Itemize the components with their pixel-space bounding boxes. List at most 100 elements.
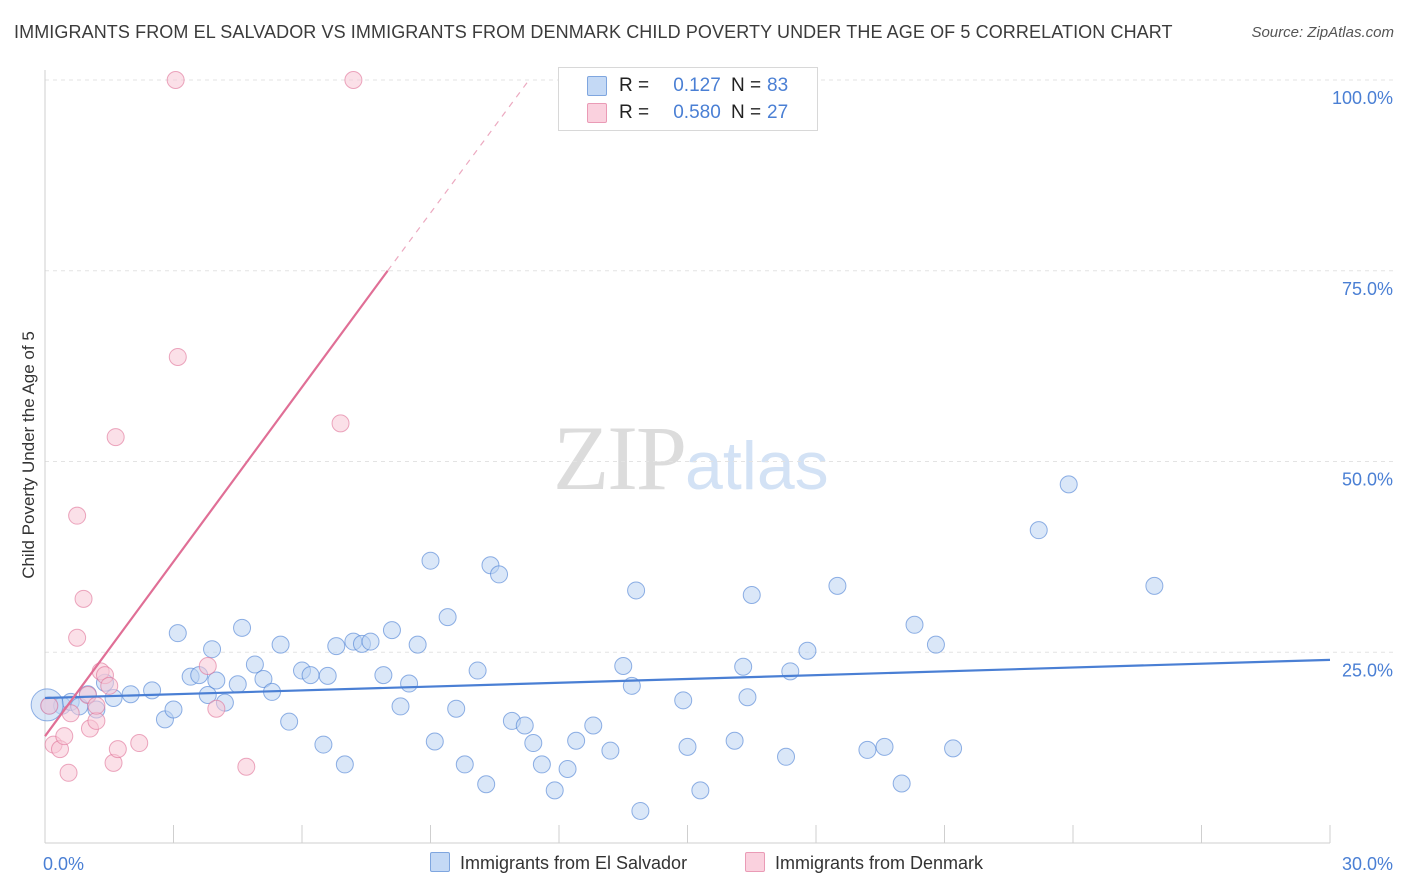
data-point-el-salvador	[207, 671, 226, 690]
data-point-el-salvador	[468, 661, 487, 680]
data-point-el-salvador	[584, 716, 603, 735]
legend-r-value: 0.580	[673, 102, 721, 123]
chart-title: IMMIGRANTS FROM EL SALVADOR VS IMMIGRANT…	[14, 22, 1173, 42]
data-point-el-salvador	[408, 635, 427, 654]
data-point-denmark	[87, 696, 106, 715]
data-point-el-salvador	[425, 732, 444, 751]
bottom-legend-swatch-denmark	[745, 852, 765, 872]
data-point-denmark	[344, 71, 363, 89]
data-point-denmark	[108, 740, 127, 759]
data-point-el-salvador	[477, 775, 496, 794]
data-point-el-salvador	[438, 608, 457, 627]
trend-line-el-salvador	[44, 658, 1331, 700]
data-point-el-salvador	[545, 781, 564, 800]
bottom-legend-denmark: Immigrants from Denmark	[745, 852, 983, 874]
y-tick-label: 100.0%	[1332, 88, 1393, 108]
data-point-el-salvador	[627, 581, 646, 600]
data-point-el-salvador	[233, 618, 252, 637]
data-point-denmark	[198, 656, 217, 675]
data-point-el-salvador	[271, 635, 290, 654]
data-point-el-salvador	[614, 656, 633, 675]
data-point-el-salvador	[143, 681, 162, 700]
data-point-denmark	[106, 428, 125, 447]
data-point-el-salvador	[905, 615, 924, 634]
data-point-denmark	[87, 711, 106, 730]
data-point-el-salvador	[254, 669, 273, 688]
data-point-denmark	[130, 734, 149, 753]
data-point-el-salvador	[798, 641, 817, 660]
data-point-el-salvador	[678, 737, 697, 756]
data-point-el-salvador	[674, 691, 693, 710]
y-tick-label: 50.0%	[1342, 470, 1393, 490]
legend-n-value: 83	[767, 75, 789, 96]
watermark: ZIPatlas	[553, 405, 829, 511]
data-point-denmark	[68, 628, 87, 647]
data-point-el-salvador	[1029, 521, 1048, 540]
legend-n-label: N =	[731, 102, 762, 123]
data-point-denmark	[166, 71, 185, 89]
data-point-denmark	[40, 696, 59, 715]
data-point-el-salvador	[777, 747, 796, 766]
data-point-denmark	[61, 704, 80, 723]
data-point-denmark	[331, 414, 350, 433]
x-tick-label: 0.0%	[43, 854, 84, 874]
data-point-el-salvador	[515, 716, 534, 735]
data-point-denmark	[74, 589, 93, 608]
data-point-el-salvador	[858, 740, 877, 759]
legend-swatch-el-salvador	[587, 76, 607, 96]
data-point-el-salvador	[203, 640, 222, 659]
trend-line-denmark	[44, 270, 389, 737]
data-point-el-salvador	[734, 657, 753, 676]
data-point-denmark	[59, 763, 78, 782]
watermark-atlas: atlas	[685, 428, 829, 504]
data-point-el-salvador	[374, 666, 393, 685]
data-point-el-salvador	[400, 674, 419, 693]
data-point-el-salvador	[567, 731, 586, 750]
data-point-denmark	[168, 347, 187, 366]
data-point-denmark	[207, 699, 226, 718]
bottom-legend-label: Immigrants from Denmark	[775, 853, 984, 873]
data-point-el-salvador	[490, 565, 509, 584]
data-point-el-salvador	[335, 755, 354, 774]
data-point-denmark	[100, 676, 119, 695]
data-point-el-salvador	[1145, 576, 1164, 595]
data-point-el-salvador	[164, 700, 183, 719]
data-point-denmark	[55, 727, 74, 746]
data-point-el-salvador	[601, 741, 620, 760]
y-tick-label: 75.0%	[1342, 279, 1393, 299]
data-point-el-salvador	[228, 675, 247, 694]
trend-line-denmark-extension	[387, 79, 530, 272]
data-point-el-salvador	[280, 712, 299, 731]
data-point-el-salvador	[301, 666, 320, 685]
legend-swatch-denmark	[587, 103, 607, 123]
data-point-el-salvador	[455, 755, 474, 774]
data-point-el-salvador	[725, 731, 744, 750]
x-tick-label: 30.0%	[1342, 854, 1393, 874]
bottom-legend-el-salvador: Immigrants from El Salvador	[430, 852, 687, 874]
data-point-el-salvador	[631, 801, 650, 820]
legend-r-label: R =	[619, 102, 650, 123]
data-point-el-salvador	[314, 735, 333, 754]
bottom-legend-swatch-el-salvador	[430, 852, 450, 872]
legend-r-label: R =	[619, 75, 650, 96]
legend: R = 0.127 N = 83 R = 0.580 N = 27	[558, 67, 818, 131]
data-point-denmark	[68, 506, 87, 525]
data-point-el-salvador	[198, 685, 217, 704]
data-point-denmark	[237, 757, 256, 776]
data-point-el-salvador	[1059, 475, 1078, 494]
data-point-el-salvador	[944, 739, 963, 758]
data-point-el-salvador	[892, 774, 911, 793]
data-point-el-salvador	[168, 624, 187, 643]
legend-n-label: N =	[731, 75, 762, 96]
data-point-el-salvador	[926, 635, 945, 654]
data-point-el-salvador	[875, 737, 894, 756]
data-point-el-salvador	[691, 781, 710, 800]
legend-n-value: 27	[767, 102, 789, 123]
data-point-el-salvador	[738, 688, 757, 707]
data-point-el-salvador	[524, 734, 543, 753]
watermark-zip: ZIP	[553, 407, 687, 509]
data-point-el-salvador	[361, 632, 380, 651]
data-point-el-salvador	[421, 551, 440, 570]
data-point-el-salvador	[382, 621, 401, 640]
